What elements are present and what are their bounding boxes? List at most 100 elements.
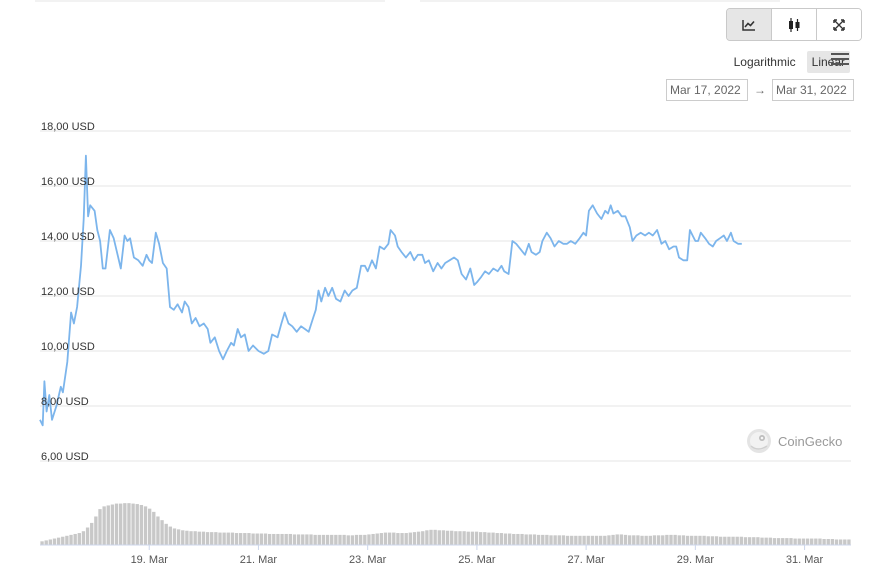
- volume-bar: [520, 533, 524, 545]
- coingecko-credit[interactable]: CoinGecko: [747, 429, 842, 453]
- volume-bar: [114, 503, 119, 545]
- volume-bar: [822, 539, 826, 545]
- volume-bar: [781, 538, 785, 545]
- volume-bar: [375, 533, 379, 545]
- volume-bar: [404, 533, 408, 545]
- volume-bar: [127, 503, 131, 545]
- volume-bar: [847, 539, 851, 545]
- volume-bar: [425, 530, 429, 545]
- volume-bar: [594, 535, 599, 545]
- volume-bar: [698, 535, 702, 545]
- volume-bar: [147, 508, 152, 545]
- volume-bar: [441, 530, 446, 545]
- y-tick-label: 16,00 USD: [41, 176, 95, 188]
- volume-bar: [143, 506, 148, 545]
- volume-bar: [752, 537, 756, 545]
- candlestick-chart-button[interactable]: [772, 9, 817, 40]
- volume-bar: [694, 535, 698, 545]
- fullscreen-icon: [833, 18, 845, 31]
- volume-bar: [131, 503, 135, 545]
- volume-bar: [201, 531, 206, 545]
- top-strip-left: [35, 0, 385, 2]
- volume-bar: [222, 532, 226, 545]
- volume-bar: [714, 536, 719, 545]
- volume-bar: [528, 534, 532, 545]
- volume-bar: [503, 533, 508, 545]
- volume-bar: [536, 534, 541, 545]
- volume-bar: [727, 536, 731, 545]
- volume-bar: [656, 535, 661, 545]
- volume-bar: [342, 534, 346, 545]
- volume-bar: [661, 535, 665, 545]
- volume-bar: [586, 535, 590, 545]
- volume-bar: [805, 538, 810, 545]
- volume-bar: [205, 532, 210, 545]
- grid-lines: [40, 130, 851, 462]
- volume-bar: [665, 534, 669, 545]
- volume-bar: [785, 538, 789, 545]
- volume-bar: [789, 538, 793, 545]
- volume-bar: [793, 538, 797, 545]
- x-tick-label: 31. Mar: [786, 554, 824, 566]
- volume-bar: [677, 535, 681, 545]
- date-to-input[interactable]: Mar 31, 2022: [772, 79, 854, 101]
- volume-bar: [690, 535, 694, 545]
- volume-bar: [450, 530, 454, 545]
- volume-bar: [247, 533, 251, 545]
- volume-bar: [346, 535, 350, 545]
- volume-bar: [139, 504, 144, 545]
- volume-bar: [98, 509, 102, 545]
- volume-bar: [214, 532, 218, 545]
- volume-bar: [392, 532, 396, 545]
- fullscreen-button[interactable]: [817, 9, 861, 40]
- volume-bar: [632, 535, 636, 545]
- volume-bar: [553, 535, 557, 545]
- volume-bar: [263, 533, 268, 545]
- chart-menu-button[interactable]: [831, 52, 849, 71]
- date-range-selector: Mar 17, 2022 → Mar 31, 2022: [666, 79, 854, 101]
- logarithmic-scale-option[interactable]: Logarithmic: [733, 55, 796, 69]
- volume-bar: [619, 534, 624, 545]
- volume-bar: [48, 539, 53, 545]
- volume-bar: [73, 533, 77, 545]
- volume-bar: [52, 538, 57, 545]
- volume-bar: [56, 537, 61, 545]
- volume-bar: [81, 531, 86, 545]
- date-from-input[interactable]: Mar 17, 2022: [666, 79, 748, 101]
- volume-bar: [321, 534, 326, 545]
- volume-bar: [507, 533, 512, 545]
- volume-bar: [797, 538, 801, 545]
- volume-bar: [189, 531, 193, 545]
- volume-bar: [408, 532, 412, 545]
- volume-bar: [197, 531, 201, 545]
- volume-bar: [383, 532, 388, 545]
- volume-bar: [433, 529, 437, 545]
- volume-bar: [578, 535, 582, 545]
- volume-bar: [251, 533, 255, 545]
- y-tick-label: 18,00 USD: [41, 121, 95, 133]
- price-line[interactable]: [39, 154, 742, 427]
- volume-bar: [627, 535, 632, 545]
- volume-bar: [429, 529, 433, 545]
- volume-bar: [838, 539, 843, 545]
- volume-bar: [210, 532, 214, 545]
- volume-bar: [723, 536, 727, 545]
- volume-bar: [164, 523, 168, 545]
- volume-bar: [239, 533, 243, 545]
- volume-bar: [110, 504, 115, 545]
- volume-bar: [764, 537, 768, 545]
- volume-bar: [818, 538, 822, 545]
- volume-bar: [363, 534, 367, 545]
- y-tick-label: 10,00 USD: [41, 341, 95, 353]
- volume-bar: [487, 532, 491, 545]
- line-chart-button[interactable]: [727, 9, 772, 40]
- volume-bar: [350, 535, 355, 545]
- volume-bar: [123, 503, 127, 545]
- volume-bars: [40, 503, 851, 545]
- volume-bar: [292, 534, 297, 545]
- coingecko-logo-icon: [747, 429, 771, 453]
- volume-bar: [309, 534, 313, 545]
- volume-bar: [135, 504, 139, 545]
- volume-bar: [462, 531, 466, 545]
- volume-bar: [532, 534, 537, 545]
